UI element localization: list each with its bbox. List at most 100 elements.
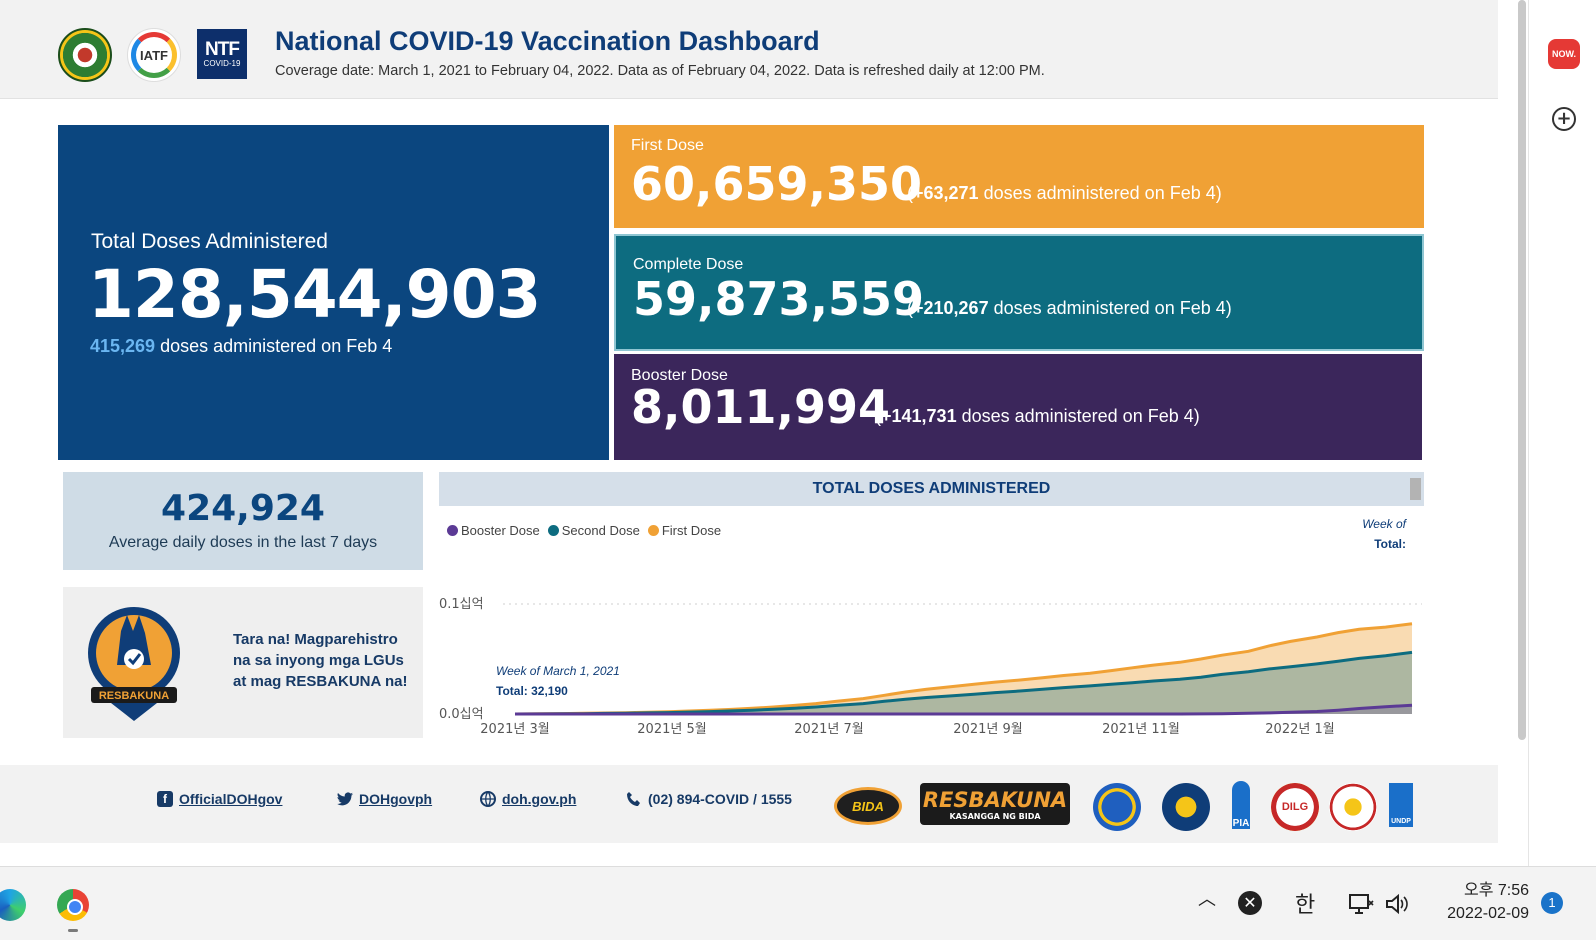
footer-bar: f OfficialDOHgov DOHgovph doh.gov.ph (02)…	[0, 765, 1498, 843]
x-tick-label: 2022년 1월	[1265, 722, 1334, 737]
promo-message: Tara na! Magparehistro na sa inyong mga …	[233, 631, 408, 690]
average-daily-value: 424,924	[161, 488, 325, 529]
complete-dose-note-open: (	[907, 298, 913, 318]
clock-time: 오후 7:56	[1463, 882, 1529, 899]
x-tick-label: 2021년 3월	[480, 722, 549, 737]
sidebar-divider	[1528, 0, 1529, 866]
show-hidden-icons-chevron-icon[interactable]: ︿	[1198, 889, 1216, 910]
website-link-text: doh.gov.ph	[502, 791, 577, 807]
windows-taskbar: ︿ ✕ 한 오후 7:56 2022-02-09 1	[0, 866, 1596, 940]
first-dose-note-text: doses administered on Feb 4)	[983, 183, 1222, 203]
chart-legend: Booster Dose Second Dose First Dose	[447, 523, 721, 538]
legend-booster[interactable]: Booster Dose	[447, 523, 540, 538]
facebook-icon: f	[157, 791, 173, 807]
phone-icon	[627, 792, 640, 806]
complete-dose-card: Complete Dose 59,873,559 (+210,267 doses…	[614, 234, 1424, 351]
chart-scroll-handle[interactable]	[1410, 478, 1421, 500]
header-bar: IATF NTF COVID-19 National COVID-19 Vacc…	[0, 0, 1498, 99]
complete-dose-label: Complete Dose	[633, 256, 744, 273]
x-tick-label: 2021년 5월	[637, 722, 706, 737]
ntf-covid-logo: NTF COVID-19	[197, 29, 247, 79]
first-dose-note: (+63,271 doses administered on Feb 4)	[907, 183, 1222, 204]
dilg-seal-logo: DILG	[1271, 783, 1319, 831]
x-tick-label: 2021년 7월	[794, 722, 863, 737]
legend-second[interactable]: Second Dose	[547, 523, 640, 538]
now-app-label: NOW.	[1552, 49, 1576, 59]
chart-tooltip-first: Week of March 1, 2021 Total: 32,190	[496, 664, 620, 698]
total-doses-area-chart[interactable]: 0.0십억 0.1십억 2021년 3월 2021년 5월 2021년 7월 2021년 …	[439, 507, 1424, 752]
undp-logo: UNDP	[1389, 783, 1413, 827]
area-second-dose	[515, 652, 1412, 714]
website-link[interactable]: doh.gov.ph	[480, 791, 576, 807]
booster-dose-card: Booster Dose 8,011,994 (+141,731 doses a…	[614, 354, 1422, 460]
legend-first[interactable]: First Dose	[647, 523, 722, 538]
phone-link[interactable]: (02) 894-COVID / 1555	[626, 791, 792, 807]
legend-first-marker	[647, 525, 659, 536]
total-daily-line: 415,269 doses administered on Feb 4	[90, 336, 392, 357]
tooltip-latest-week: Week of	[1362, 517, 1406, 531]
legend-booster-label: Booster Dose	[461, 523, 540, 538]
resbakuna-logo-text: RESBAKUNA	[922, 787, 1068, 812]
total-daily-count: 415,269	[90, 336, 156, 356]
clock-date: 2022-02-09	[1447, 905, 1529, 922]
chrome-browser-icon[interactable]	[57, 889, 89, 921]
resbakuna-promo: RESBAKUNA Tara na! Magparehistro na sa i…	[63, 587, 423, 738]
booster-dose-label: Booster Dose	[631, 367, 728, 384]
facebook-link[interactable]: f OfficialDOHgov	[157, 791, 282, 807]
network-icon[interactable]	[1349, 893, 1375, 915]
pia-logo: PIA	[1232, 781, 1250, 829]
first-dose-label: First Dose	[631, 137, 704, 154]
iatf-logo-text: IATF	[140, 47, 168, 63]
edge-browser-icon[interactable]	[0, 889, 26, 921]
legend-first-label: First Dose	[661, 523, 722, 538]
total-doses-label: Total Doses Administered	[91, 230, 328, 253]
legend-booster-marker	[447, 525, 458, 536]
tooltip-first-week: Week of March 1, 2021	[496, 664, 620, 678]
resbakuna-logo-subtext: KASANGGA NG BIDA	[949, 811, 1041, 821]
chart-tooltip-latest: Week of Total:	[1362, 517, 1406, 551]
ntf-logo-subtext: COVID-19	[203, 58, 241, 68]
first-dose-delta: +63,271	[913, 183, 979, 203]
complete-dose-note-text: doses administered on Feb 4)	[993, 298, 1232, 318]
complete-dose-delta: +210,267	[913, 298, 989, 318]
page-scrollbar[interactable]	[1518, 0, 1526, 740]
now-app-button[interactable]: NOW.	[1548, 39, 1580, 69]
coverage-subtitle: Coverage date: March 1, 2021 to February…	[275, 63, 1045, 79]
first-dose-note-open: (	[907, 183, 913, 203]
iatf-logo: IATF	[127, 28, 181, 82]
ntf-logo-text: NTF	[205, 38, 240, 60]
y-tick-label: 0.0십억	[439, 707, 484, 722]
total-doses-value: 128,544,903	[88, 256, 541, 333]
resbakuna-badge-text: RESBAKUNA	[99, 690, 169, 702]
add-sidebar-app-button[interactable]: +	[1552, 107, 1576, 131]
doh-region-seal-logo	[1329, 783, 1377, 831]
complete-dose-value: 59,873,559	[633, 272, 925, 326]
taskbar-clock[interactable]: 오후 7:56 2022-02-09	[1433, 879, 1529, 925]
complete-dose-note: (+210,267 doses administered on Feb 4)	[907, 298, 1232, 319]
booster-dose-delta: +141,731	[881, 406, 957, 426]
doh-seal-logo	[58, 28, 112, 82]
president-seal-logo	[1162, 783, 1210, 831]
twitter-icon	[337, 792, 353, 806]
page-title: National COVID-19 Vaccination Dashboard	[275, 26, 820, 56]
twitter-link[interactable]: DOHgovph	[337, 791, 432, 807]
total-doses-card: Total Doses Administered 128,544,903 415…	[58, 125, 609, 460]
area-first-dose	[515, 623, 1412, 714]
chart-title: TOTAL DOSES ADMINISTERED	[439, 472, 1424, 506]
tooltip-first-total: Total: 32,190	[496, 684, 568, 698]
notification-badge[interactable]: 1	[1541, 892, 1563, 914]
booster-dose-note: (+141,731 doses administered on Feb 4)	[875, 406, 1200, 427]
bida-logo: BIDA	[834, 787, 902, 825]
average-daily-label: Average daily doses in the last 7 days	[108, 534, 378, 551]
y-tick-label: 0.1십억	[439, 597, 484, 612]
pcoo-seal-logo	[1093, 783, 1141, 831]
ime-indicator[interactable]: 한	[1295, 893, 1316, 918]
tooltip-latest-total: Total:	[1374, 537, 1406, 551]
active-app-indicator	[68, 929, 78, 932]
close-circle-icon[interactable]: ✕	[1238, 891, 1262, 915]
volume-icon[interactable]	[1385, 893, 1409, 915]
x-tick-label: 2021년 11월	[1102, 722, 1180, 737]
globe-icon	[480, 791, 496, 807]
twitter-link-text: DOHgovph	[359, 791, 433, 807]
